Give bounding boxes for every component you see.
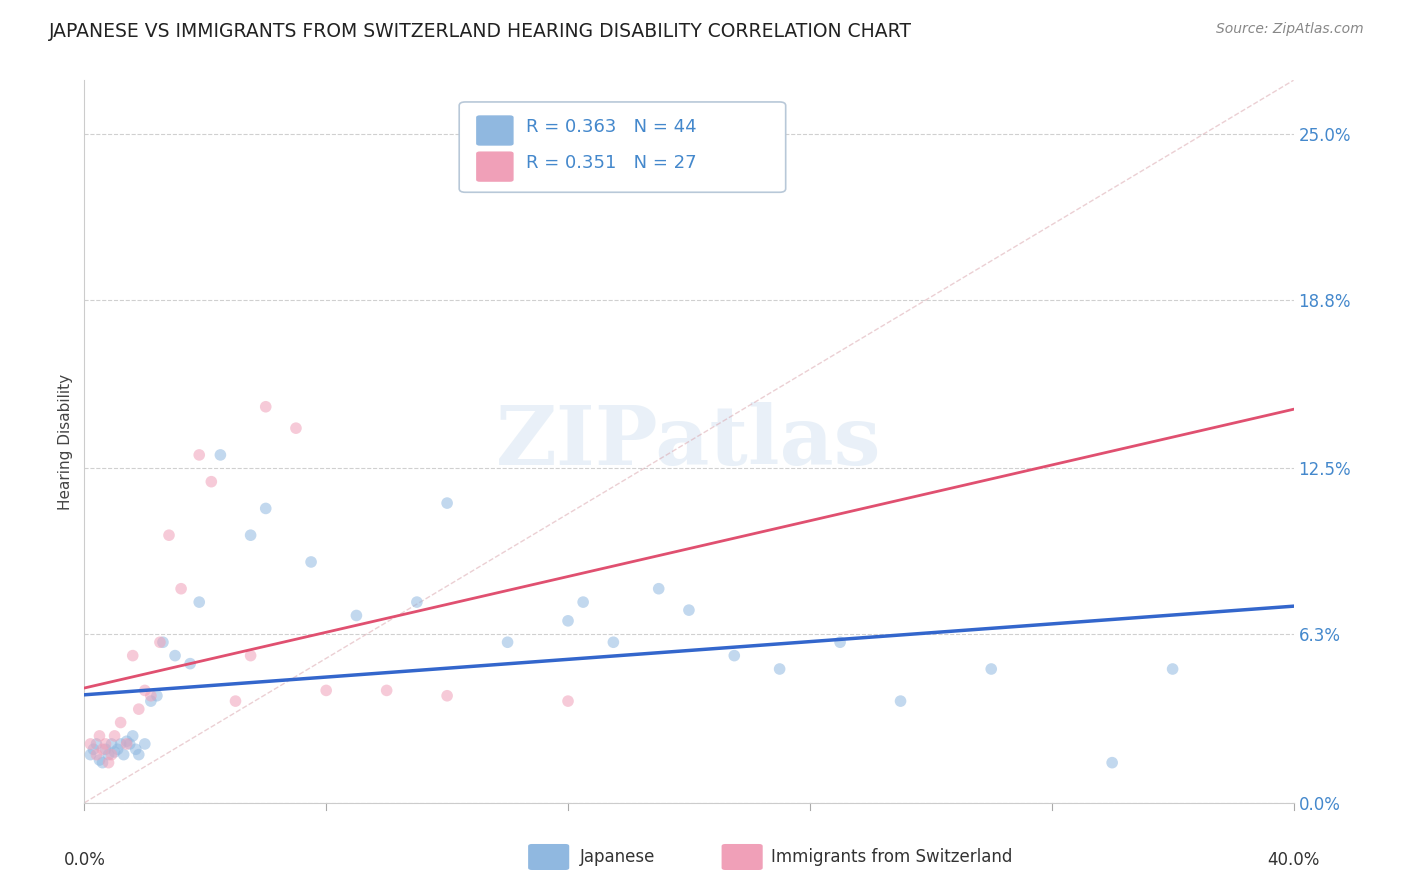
Point [110,737,132,751]
Point [239,648,262,663]
Point [315,683,337,698]
Point [110,715,132,730]
Point [375,683,398,698]
Point [86,747,108,762]
Point [91,756,114,770]
Point [723,648,745,663]
Point [121,648,143,663]
Text: Source: ZipAtlas.com: Source: ZipAtlas.com [1216,22,1364,37]
Point [94,737,117,751]
FancyBboxPatch shape [460,102,786,193]
Point [254,400,277,414]
Text: ZIPatlas: ZIPatlas [496,401,882,482]
Point [254,501,277,516]
Y-axis label: Hearing Disability: Hearing Disability [58,374,73,509]
Point [89,753,111,767]
Text: JAPANESE VS IMMIGRANTS FROM SWITZERLAND HEARING DISABILITY CORRELATION CHART: JAPANESE VS IMMIGRANTS FROM SWITZERLAND … [49,22,912,41]
Point [107,742,129,756]
Point [139,694,162,708]
Point [678,603,700,617]
Point [602,635,624,649]
Point [79,737,101,751]
Point [165,648,187,663]
Point [128,747,150,762]
Point [1161,662,1184,676]
Point [104,745,127,759]
Point [572,595,595,609]
Point [188,595,211,609]
Text: 0.0%: 0.0% [63,851,105,869]
Point [980,662,1002,676]
Point [436,496,458,510]
FancyBboxPatch shape [477,115,513,145]
Point [769,662,792,676]
Point [890,694,912,708]
Point [200,475,222,489]
Point [1101,756,1123,770]
FancyBboxPatch shape [477,152,513,182]
Point [82,742,104,756]
Text: R = 0.351   N = 27: R = 0.351 N = 27 [526,154,696,172]
Point [152,635,174,649]
Point [170,582,193,596]
Text: R = 0.363   N = 44: R = 0.363 N = 44 [526,119,696,136]
Point [146,689,169,703]
Point [648,582,671,596]
FancyBboxPatch shape [721,844,762,870]
Point [89,729,111,743]
Point [121,729,143,743]
Point [94,742,117,756]
Point [239,528,262,542]
Point [128,702,150,716]
Text: Japanese: Japanese [581,848,655,866]
Point [91,742,114,756]
Point [557,694,579,708]
Point [86,737,108,751]
Point [139,689,162,703]
Point [188,448,211,462]
Point [299,555,322,569]
Point [436,689,458,703]
Point [830,635,852,649]
Point [496,635,519,649]
Point [100,747,122,762]
Point [79,747,101,762]
Point [209,448,232,462]
FancyBboxPatch shape [529,844,569,870]
Point [285,421,308,435]
Point [97,756,120,770]
Point [104,729,127,743]
Point [125,742,148,756]
Text: Immigrants from Switzerland: Immigrants from Switzerland [770,848,1012,866]
Point [100,737,122,751]
Point [157,528,180,542]
Point [115,734,138,748]
Text: 40.0%: 40.0% [1267,851,1320,869]
Point [112,747,135,762]
Point [557,614,579,628]
Point [97,747,120,762]
Point [179,657,201,671]
Point [134,737,156,751]
Point [406,595,429,609]
Point [346,608,368,623]
Point [149,635,172,649]
Point [225,694,247,708]
Point [134,683,156,698]
Point [115,737,138,751]
Point [118,737,141,751]
